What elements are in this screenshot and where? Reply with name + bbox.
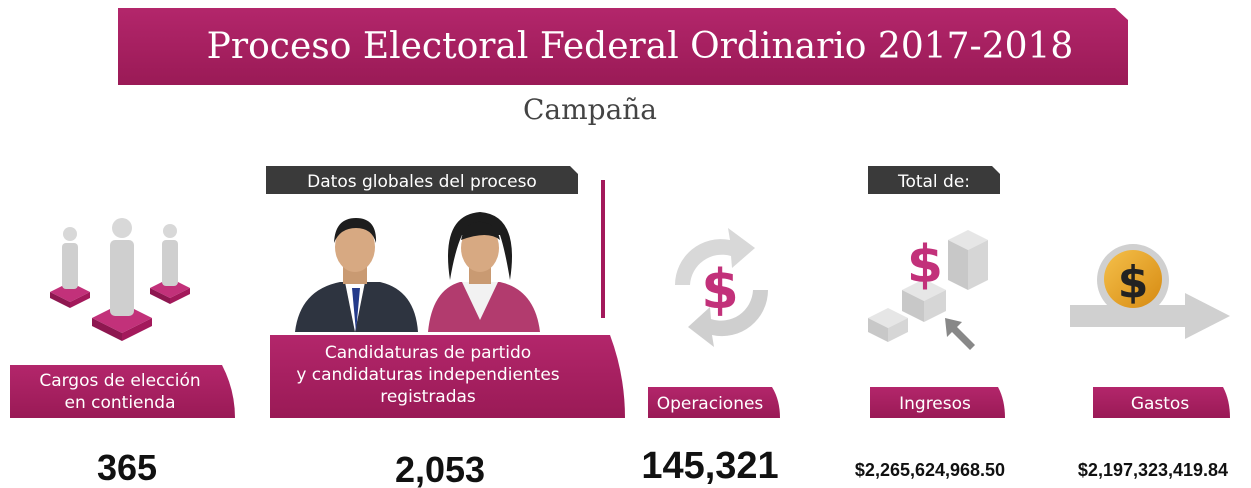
subtitle: Campaña [523, 93, 657, 126]
label-box [270, 335, 625, 418]
income-icon: $ [868, 230, 988, 350]
label-box [1093, 387, 1230, 418]
tag-box [266, 166, 578, 194]
label-box [10, 365, 235, 418]
item-value: 2,053 [395, 449, 485, 488]
item-label: Gastos [1131, 394, 1190, 414]
item-label: Operaciones [657, 394, 764, 414]
item-value: 365 [97, 447, 157, 488]
people-icon [50, 218, 190, 341]
svg-text:$: $ [907, 235, 943, 295]
item-value: 145,321 [641, 445, 778, 487]
item-value: $2,197,323,419.84 [1078, 460, 1228, 480]
divider [601, 180, 605, 318]
tag: Total de: [897, 172, 970, 192]
title-banner [118, 8, 1128, 85]
tag: Datos globales del proceso [307, 172, 537, 192]
title: Proceso Electoral Federal Ordinario 2017… [207, 26, 1074, 67]
item-label: Cargos de elección en contienda [39, 371, 200, 413]
item-label: Candidaturas de partido y candidaturas in… [296, 343, 559, 407]
operations-icon: $ [675, 228, 769, 347]
item-label: Ingresos [899, 394, 971, 414]
expenses-icon: $ [1070, 244, 1230, 339]
candidates-icon [295, 212, 540, 332]
item-value: $2,265,624,968.50 [855, 460, 1005, 480]
svg-text:$: $ [701, 258, 739, 321]
label-box [870, 387, 1005, 418]
tag-box [868, 166, 1000, 194]
svg-text:$: $ [1118, 257, 1149, 308]
label-box [648, 387, 780, 418]
